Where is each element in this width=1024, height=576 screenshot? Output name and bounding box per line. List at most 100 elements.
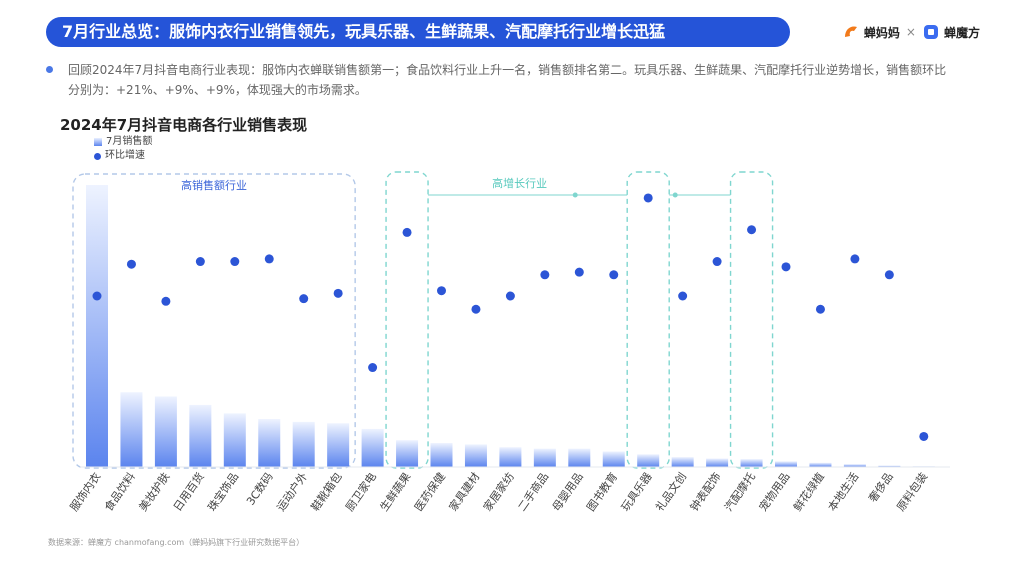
growth-dot-3C数码	[264, 254, 274, 264]
legend-bar-swatch	[94, 138, 102, 146]
high-growth-label: 高增长行业	[492, 176, 547, 190]
high-sales-box	[72, 173, 356, 469]
bar-日用百货	[189, 404, 212, 467]
bar-钟表配饰	[706, 458, 729, 467]
chanmofang-logo-icon	[923, 25, 938, 39]
x-tick-label: 奢侈品	[865, 470, 895, 505]
x-tick-label: 厨卫家电	[342, 470, 379, 514]
x-tick-label: 钟表配饰	[687, 470, 724, 514]
growth-dot-母婴用品	[574, 267, 584, 277]
bar-玩具乐器	[637, 454, 660, 467]
legend-label-growth: 环比增速	[105, 150, 145, 161]
x-tick-label: 家居家纺	[480, 470, 517, 514]
growth-dot-本地生活	[850, 254, 860, 264]
growth-dot-宠物用品	[781, 262, 791, 272]
brand-right-name: 蝉魔方	[943, 25, 980, 40]
x-tick-label: 二手商品	[515, 470, 552, 514]
x-tick-label: 礼品文创	[652, 470, 689, 514]
brand-logos: 蝉妈妈 × 蝉魔方	[842, 20, 980, 44]
bar-服饰内衣	[86, 185, 108, 467]
bar-医药保健	[430, 443, 453, 467]
legend-item-growth: 环比增速	[94, 149, 152, 163]
x-tick-label: 汽配摩托	[721, 470, 758, 514]
growth-dot-二手商品	[540, 270, 550, 280]
x-tick-label: 生鲜蔬果	[377, 470, 414, 514]
x-tick-label: 日用百货	[170, 470, 207, 514]
bar-生鲜蔬果	[396, 440, 419, 467]
x-tick-label: 医药保健	[411, 470, 448, 514]
growth-dot-汽配摩托	[747, 225, 757, 235]
growth-dot-食品饮料	[126, 259, 136, 269]
high-growth-box	[729, 171, 774, 469]
growth-dot-家居家纺	[505, 291, 515, 301]
growth-dot-医药保健	[437, 286, 446, 296]
bar-宠物用品	[775, 461, 797, 467]
growth-dot-厨卫家电	[368, 363, 378, 373]
x-tick-label: 本地生活	[825, 470, 862, 514]
x-tick-label: 珠宝饰品	[205, 470, 242, 514]
x-tick-label: 运动户外	[273, 470, 310, 514]
growth-dot-鲜花绿植	[815, 304, 825, 314]
x-tick-label: 原料包装	[894, 470, 931, 514]
x-tick-label: 宠物用品	[756, 470, 793, 514]
bar-汽配摩托	[740, 459, 763, 467]
x-tick-label: 鞋靴箱包	[308, 470, 345, 514]
bar-鞋靴箱包	[327, 423, 350, 467]
summary-text: 回顾2024年7月抖音电商行业表现：服饰内衣蝉联销售额第一；食品饮料行业上升一名…	[68, 63, 947, 97]
legend-dot-swatch	[94, 152, 101, 160]
brand-separator: ×	[905, 25, 916, 39]
growth-dot-图书教育	[609, 270, 619, 280]
x-tick-label: 服饰内衣	[67, 470, 104, 514]
bar-运动户外	[292, 421, 315, 467]
growth-dot-原料包装	[919, 431, 929, 441]
bar-礼品文创	[671, 457, 694, 467]
bar-图书教育	[602, 451, 625, 467]
growth-dot-运动户外	[299, 294, 309, 304]
x-tick-label: 鲜花绿植	[790, 470, 827, 514]
bar-家具建材	[464, 444, 487, 467]
x-tick-label: 食品饮料	[101, 470, 138, 514]
high-sales-label: 高销售额行业	[181, 178, 247, 192]
high-growth-box	[385, 171, 429, 469]
growth-dot-生鲜蔬果	[402, 227, 412, 237]
x-tick-label: 美妆护肤	[136, 470, 173, 514]
bar-母婴用品	[568, 448, 591, 467]
connector-dot	[572, 192, 578, 198]
chart-legend: 7月销售额 环比增速	[94, 135, 152, 163]
bar-本地生活	[843, 464, 866, 467]
summary-bullet-icon	[46, 66, 53, 73]
growth-dot-玩具乐器	[643, 193, 653, 203]
chart-title: 2024年7月抖音电商各行业销售表现	[60, 116, 308, 134]
page-title: 7月行业总览：服饰内衣行业销售领先，玩具乐器、生鲜蔬果、汽配摩托行业增长迅猛	[46, 17, 790, 47]
brand-left-name: 蝉妈妈	[863, 25, 900, 40]
x-tick-label: 家具建材	[446, 470, 483, 514]
growth-dot-钟表配饰	[712, 257, 722, 267]
growth-dot-服饰内衣	[92, 291, 102, 301]
bar-3C数码	[258, 419, 281, 467]
growth-dot-日用百货	[195, 257, 205, 267]
high-growth-box	[626, 171, 670, 469]
connector-dot	[672, 192, 678, 198]
bar-珠宝饰品	[223, 413, 246, 467]
x-tick-label: 玩具乐器	[619, 470, 655, 513]
x-tick-label: 3C数码	[244, 470, 276, 508]
bar-厨卫家电	[361, 428, 384, 467]
bar-食品饮料	[120, 392, 143, 467]
data-source-note: 数据来源：蝉魔方 chanmofang.com（蝉妈妈旗下行业研究数据平台）	[48, 538, 305, 547]
bar-美妆护肤	[154, 396, 177, 467]
x-tick-label: 图书教育	[584, 470, 621, 514]
bar-鲜花绿植	[809, 462, 832, 467]
growth-dot-家具建材	[471, 304, 481, 314]
growth-dot-美妆护肤	[161, 296, 171, 306]
x-tick-label: 母婴用品	[550, 470, 586, 513]
growth-dot-礼品文创	[678, 291, 688, 301]
chanmama-logo-icon	[844, 26, 857, 37]
bar-家居家纺	[499, 447, 522, 467]
bar-二手商品	[533, 448, 556, 467]
growth-dot-奢侈品	[884, 270, 894, 280]
growth-dot-珠宝饰品	[230, 257, 240, 267]
legend-item-sales: 7月销售额	[94, 135, 152, 149]
bar-奢侈品	[878, 465, 901, 467]
growth-dot-鞋靴箱包	[333, 288, 343, 298]
